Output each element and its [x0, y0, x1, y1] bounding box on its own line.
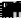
Text: ［Fig. I］: ［Fig. I］ — [1, 1, 21, 18]
Legend: rhLM111, rhLM332, rhLM511, rhLM332E8, rhLM511E8, fibronectin, vitronectin, Matri: rhLM111, rhLM332, rhLM511, rhLM332E8, rh… — [11, 11, 21, 18]
